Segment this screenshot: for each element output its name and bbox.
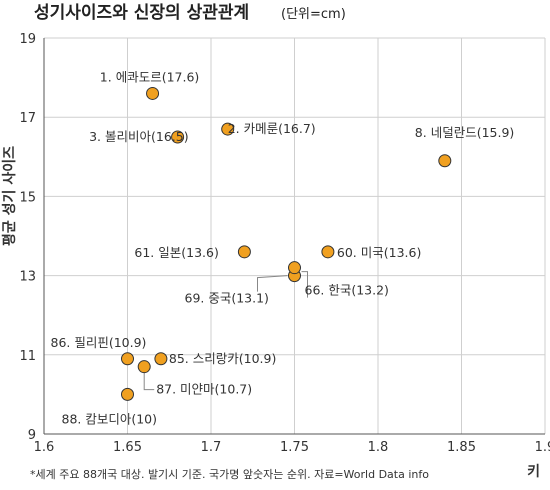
tick-labels: 1.6 1.65 1.7 1.75 1.8 1.85 1.9 9 11 13 15 17 19	[19, 32, 550, 455]
x-tick-label: 1.85	[447, 440, 476, 455]
y-tick-label: 15	[19, 190, 36, 205]
leader-line	[301, 271, 308, 298]
point-label: 2. 카메룬(16.7)	[228, 121, 316, 136]
data-point	[438, 154, 452, 168]
leader-lines	[143, 271, 308, 391]
point-labels: 1. 에콰도르(17.6) 2. 카메룬(16.7) 3. 볼리비아(16.5) 8.…	[51, 69, 515, 426]
x-tick-label: 1.8	[368, 440, 389, 455]
x-tick-label: 1.75	[280, 440, 309, 455]
footnote: *세계 주요 88개국 대상. 발기시 기준. 국가명 앞숫자는 순위. 자료=…	[30, 468, 429, 481]
x-tick-label: 1.9	[535, 440, 550, 455]
point-label: 88. 캄보디아(10)	[62, 411, 158, 426]
chart-title-unit: (단위=cm)	[281, 7, 346, 22]
axes	[43, 38, 545, 435]
point-label: 8. 네덜란드(15.9)	[415, 125, 515, 140]
point-label: 61. 일본(13.6)	[134, 245, 218, 260]
x-axis-label: 키	[527, 464, 540, 480]
x-tick-label: 1.7	[201, 440, 222, 455]
y-tick-label: 13	[19, 270, 36, 285]
y-tick-label: 9	[28, 428, 36, 443]
leader-line	[143, 372, 155, 391]
x-tick-label: 1.65	[113, 440, 142, 455]
data-point	[154, 352, 168, 366]
data-point	[288, 261, 301, 275]
point-label: 69. 중국(13.1)	[185, 291, 269, 306]
data-point	[146, 86, 160, 100]
point-label: 1. 에콰도르(17.6)	[100, 69, 200, 84]
point-label: 3. 볼리비아(16.5)	[89, 129, 189, 144]
leader-line	[257, 275, 288, 292]
point-label: 60. 미국(13.6)	[337, 245, 421, 260]
data-point	[121, 352, 134, 366]
x-tick-label: 1.6	[34, 440, 55, 455]
data-point	[121, 387, 134, 401]
data-point	[137, 360, 151, 374]
point-label: 87. 미얀마(10.7)	[156, 382, 252, 397]
y-axis-label: 평균 성기 사이즈	[1, 146, 18, 246]
point-label: 85. 스리랑카(10.9)	[169, 351, 276, 366]
chart-title: 성기사이즈와 신장의 상관관계	[34, 3, 249, 23]
data-point	[321, 245, 335, 259]
data-point	[221, 122, 235, 136]
data-point	[171, 130, 185, 144]
y-tick-label: 11	[19, 349, 36, 364]
y-tick-label: 17	[19, 111, 36, 126]
point-label: 66. 한국(13.2)	[305, 283, 389, 298]
data-points	[121, 86, 452, 401]
y-tick-label: 19	[19, 32, 36, 47]
grid	[44, 37, 546, 434]
point-label: 86. 필리핀(10.9)	[51, 335, 147, 350]
data-point	[237, 245, 251, 259]
